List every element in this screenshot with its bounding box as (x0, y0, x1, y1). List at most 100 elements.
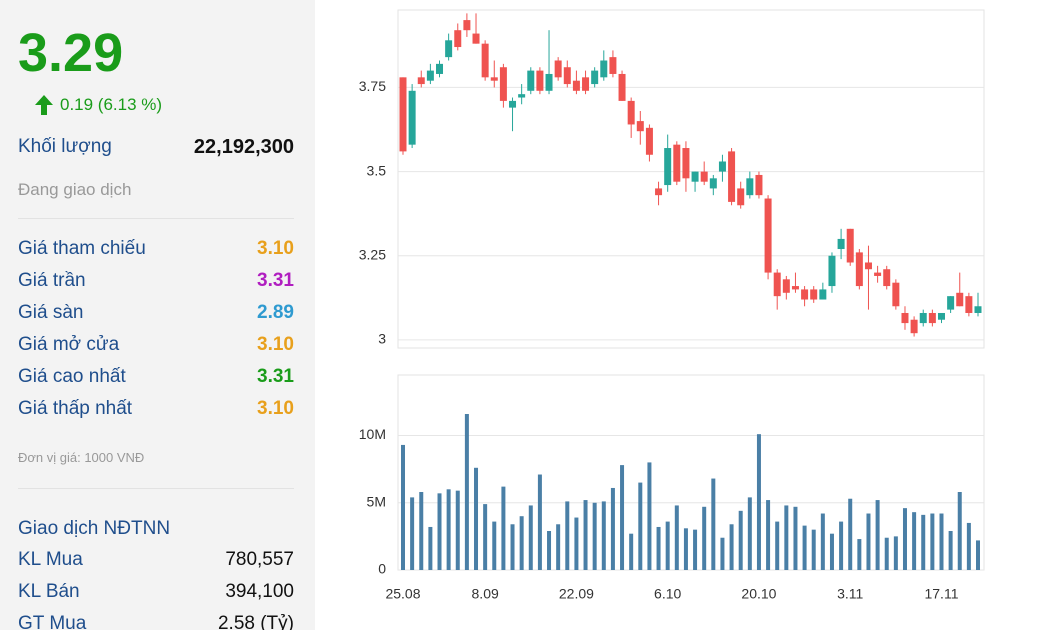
row-label: GT Mua (18, 613, 87, 630)
price-row: Giá sàn 2.89 (18, 302, 294, 324)
separator (18, 218, 294, 219)
volume-bar (674, 505, 679, 570)
plot-frame (397, 9, 985, 349)
candle-body (773, 272, 781, 297)
y-tick-label: 5M (367, 493, 386, 509)
volume-bar (483, 504, 488, 570)
quote-panel: 3.29 0.19 (6.13 %) Khối lượng 22,192,300… (0, 0, 315, 630)
y-tick-label: 3.75 (359, 78, 386, 94)
foreign-row: GT Mua 2.58 (Tỷ) (18, 613, 294, 630)
x-tick-label: 17.11 (924, 586, 958, 602)
candle-body (509, 100, 517, 108)
volume-bar (966, 522, 971, 570)
candle-body (919, 312, 927, 324)
y-tick-label: 10M (359, 426, 386, 442)
volume-bar (793, 506, 798, 570)
price: 3.29 (18, 23, 124, 83)
volume-bar (766, 500, 771, 570)
y-tick-label: 3 (378, 331, 386, 347)
row-label: KL Bán (18, 581, 80, 602)
price-change: 0.19 (6.13 %) (34, 94, 162, 116)
candle-body (645, 127, 653, 155)
price-row: Giá mở cửa 3.10 (18, 334, 294, 356)
volume-bar (419, 492, 424, 570)
volume-bar (848, 498, 853, 570)
candle-body (828, 255, 836, 287)
candle-body (664, 148, 672, 186)
volume-bar (547, 531, 552, 570)
row-value: 3.10 (257, 334, 294, 355)
price-row: Giá tham chiếu 3.10 (18, 238, 294, 260)
candle-body (399, 77, 407, 152)
y-tick-label: 0 (378, 561, 386, 577)
volume-bar (811, 529, 816, 570)
candle-body (892, 282, 900, 307)
candle-body (682, 148, 690, 179)
volume-bar (683, 528, 688, 570)
foreign-title: Giao dịch NĐTNN (18, 518, 294, 540)
candle-body (782, 279, 790, 293)
volume-bar (866, 513, 871, 570)
candle-body (536, 70, 544, 91)
candle-body (417, 77, 425, 85)
volume-bar (820, 513, 825, 570)
volume-bar (474, 467, 479, 570)
candle-body (965, 296, 973, 313)
candle-body (883, 269, 891, 287)
volume-bar (528, 505, 533, 570)
volume-bar (711, 478, 716, 570)
volume-bar (665, 521, 670, 570)
row-label: Giá thấp nhất (18, 398, 133, 419)
chart: 3 3.25 3.5 3.75 0 5M 10M 25.08 8.09 22.09 6.10 20.1… (359, 9, 985, 602)
candle-body (709, 178, 717, 189)
candle-body (436, 63, 444, 74)
volume-bar (410, 497, 415, 570)
candle-body (737, 188, 745, 206)
candle-body (791, 286, 799, 290)
volume-bar (583, 500, 588, 570)
candle-body (937, 312, 945, 320)
row-value: 3.10 (257, 238, 294, 259)
row-value: 780,557 (225, 549, 294, 570)
row-label: Giá mở cửa (18, 334, 120, 355)
candle-body (426, 70, 434, 81)
volume-bar (455, 490, 460, 570)
volume-bar (574, 517, 579, 570)
candle-body (801, 289, 809, 300)
volume-bar (939, 513, 944, 570)
candle-body (463, 20, 471, 31)
volume-bar (601, 501, 606, 570)
price-row: Giá trần 3.31 (18, 270, 294, 292)
volume-bar (738, 510, 743, 570)
row-label: Giá trần (18, 270, 86, 291)
candle-body (874, 272, 882, 276)
x-tick-label: 22.09 (559, 586, 594, 602)
row-label: Giá sàn (18, 302, 84, 323)
foreign-row: KL Bán 394,100 (18, 581, 294, 603)
candle-body (527, 70, 535, 91)
foreign-row: KL Mua 780,557 (18, 549, 294, 571)
candle-body (408, 90, 416, 145)
y-tick-label: 3.25 (359, 246, 386, 262)
candle-body (728, 151, 736, 202)
volume-bar (510, 524, 515, 570)
candle-body (627, 100, 635, 125)
candle-body (691, 171, 699, 182)
candle-body (864, 262, 872, 270)
x-tick-label: 3.11 (837, 586, 863, 602)
candle-body (490, 77, 498, 81)
volume-bar (839, 521, 844, 570)
volume-bar (875, 500, 880, 570)
candle-body (518, 94, 526, 98)
volume-bar (957, 492, 962, 570)
up-arrow (35, 95, 53, 115)
row-value: 3.31 (257, 270, 294, 291)
volume-bar (620, 465, 625, 570)
candle-body (855, 252, 863, 287)
unit-note: Đơn vị giá: 1000 VNĐ (18, 450, 145, 465)
x-tick-label: 6.10 (654, 586, 681, 602)
row-value: 3.31 (257, 366, 294, 387)
candle-body (499, 67, 507, 101)
candle-body (609, 57, 617, 74)
